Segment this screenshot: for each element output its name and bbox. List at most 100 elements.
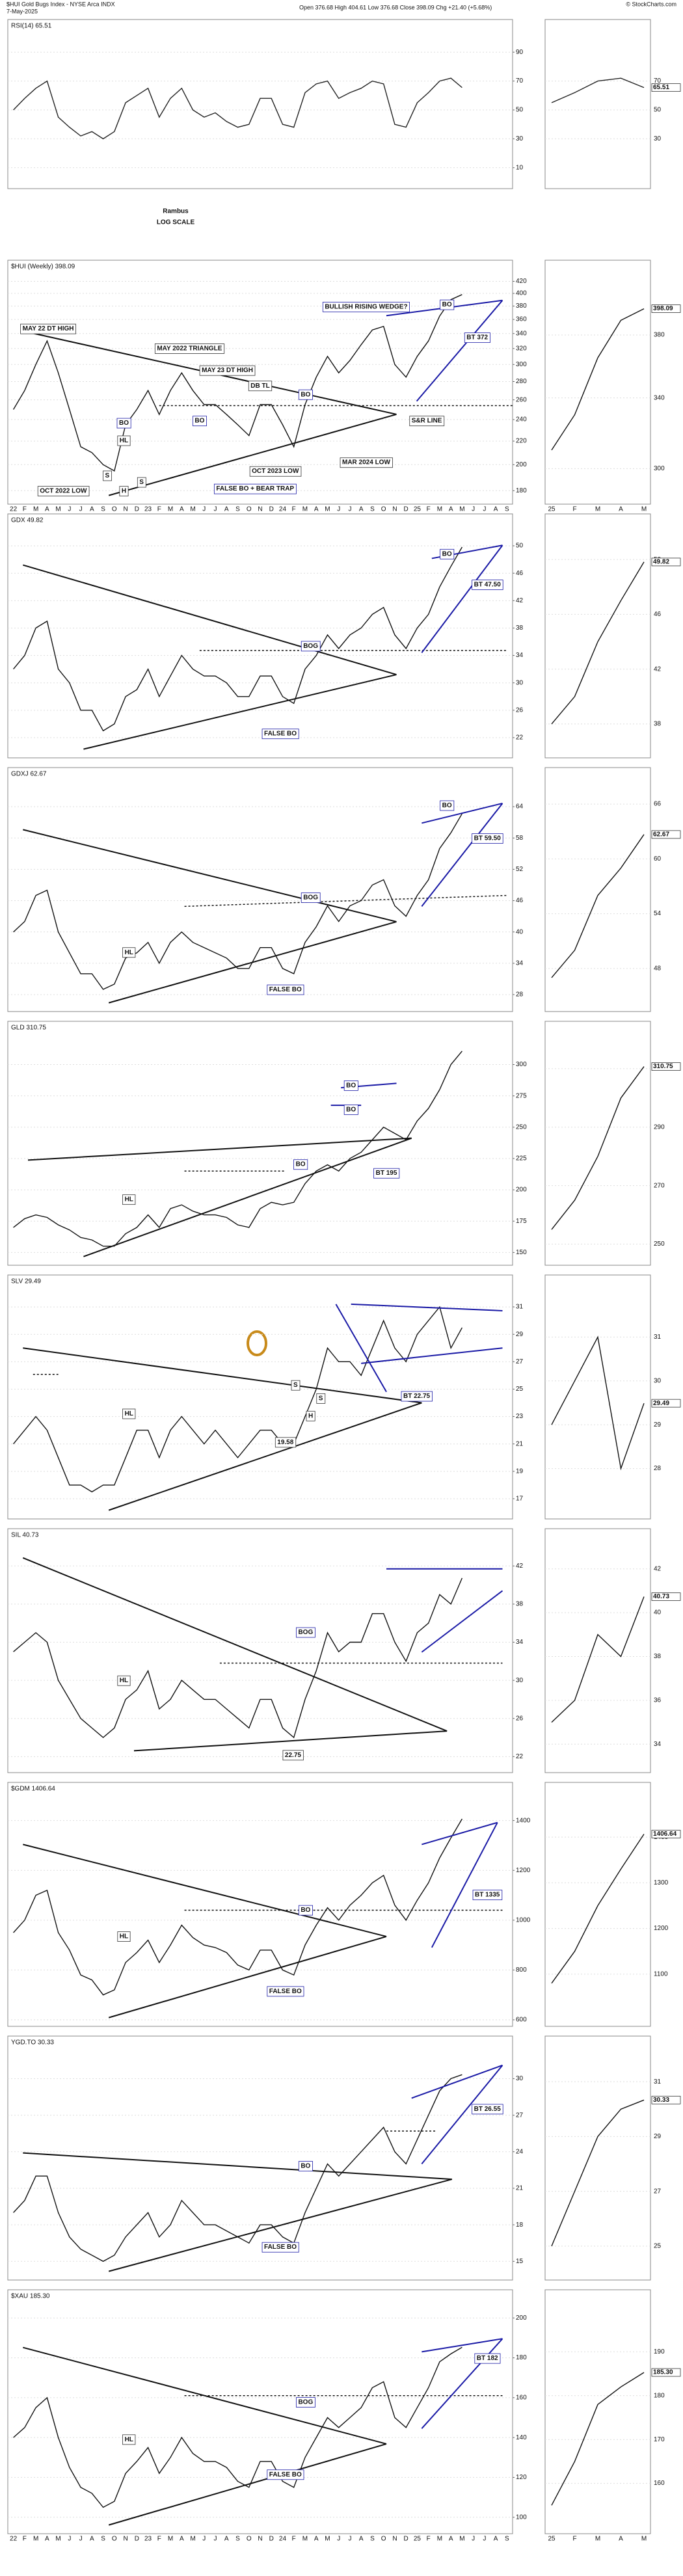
x-tick-label: N xyxy=(392,2536,397,2543)
annotation-box xyxy=(249,466,302,477)
x-tick-label: A xyxy=(449,506,453,513)
x-tick-label: A xyxy=(494,506,498,513)
y-tick-label: 60 xyxy=(654,855,662,863)
x-tick-label: J xyxy=(472,2536,475,2543)
panel-title: YGD.TO 30.33 xyxy=(11,2039,54,2046)
x-tick-label: A xyxy=(180,506,184,513)
detail-line xyxy=(551,308,645,451)
x-tick-label: A xyxy=(45,506,49,513)
x-tick-label: S xyxy=(505,2536,509,2543)
x-tick-label: N xyxy=(258,2536,262,2543)
y-tick-label: 38 xyxy=(654,1653,662,1660)
x-tick-label: A xyxy=(314,2536,319,2543)
x-tick-label: F xyxy=(572,506,576,513)
y-tick-label: 52 xyxy=(516,866,524,873)
y-tick-label: 22 xyxy=(516,1753,524,1760)
annotation-box xyxy=(343,1080,358,1091)
y-tick-label: 30 xyxy=(516,2075,524,2082)
x-tick-label: S xyxy=(101,506,105,513)
x-tick-label: 23 xyxy=(144,506,152,513)
x-tick-label: A xyxy=(449,2536,453,2543)
y-tick-label: 50 xyxy=(516,107,524,114)
y-tick-label: 290 xyxy=(654,1123,665,1131)
annotation: HL xyxy=(125,1196,133,1203)
panel-frame xyxy=(7,1528,513,1773)
last-value-label: 398.09 xyxy=(653,305,673,312)
x-tick-label: D xyxy=(135,506,139,513)
y-tick-label: 70 xyxy=(516,77,524,85)
last-value-label: 310.75 xyxy=(653,1063,673,1070)
annotation: FALSE BO xyxy=(269,986,302,993)
y-tick-label: 90 xyxy=(516,49,524,56)
panel-frame xyxy=(7,260,513,505)
y-tick-label: 275 xyxy=(516,1092,527,1099)
panel-frame xyxy=(7,767,513,1012)
x-tick-label: O xyxy=(381,506,386,513)
annotation: H xyxy=(308,1412,313,1419)
detail-line xyxy=(551,834,645,978)
x-tick-label: F xyxy=(292,2536,296,2543)
quote: Open 376.68 High 404.61 Low 376.68 Close… xyxy=(299,4,492,10)
x-tick-label: S xyxy=(370,506,375,513)
panel-title: SIL 40.73 xyxy=(11,1532,39,1539)
x-tick-label: 22 xyxy=(10,2536,18,2543)
symbol-name: $HUI Gold Bugs Index - NYSE Arca INDX xyxy=(7,1,115,7)
y-tick-label: 1200 xyxy=(654,1925,669,1932)
panel-frame xyxy=(7,1021,513,1266)
x-tick-label: S xyxy=(370,2536,375,2543)
annotation-box xyxy=(117,1931,131,1942)
panel-title: $HUI (Weekly) 398.09 xyxy=(11,263,75,271)
price-line xyxy=(13,1818,463,1996)
x-tick-label: J xyxy=(348,2536,351,2543)
y-tick-label: 31 xyxy=(516,1304,524,1311)
x-tick-label: S xyxy=(101,2536,105,2543)
annotation: HL xyxy=(120,1933,128,1940)
last-value-box xyxy=(651,2368,681,2377)
annotation: BT 22.75 xyxy=(403,1393,431,1400)
x-tick-label: M xyxy=(168,506,173,513)
y-tick-label: 27 xyxy=(654,2188,662,2195)
annotation-box xyxy=(464,332,490,343)
annotation-box xyxy=(472,2104,503,2115)
annotation: BO xyxy=(301,391,310,398)
trendline xyxy=(422,1821,498,1845)
annotation: BO xyxy=(119,420,129,427)
x-tick-label: 25 xyxy=(414,506,422,513)
y-tick-label: 180 xyxy=(654,2392,665,2399)
annotation: S xyxy=(293,1382,298,1389)
y-tick-label: 26 xyxy=(516,1715,524,1722)
y-tick-label: 34 xyxy=(516,1639,524,1646)
annotation-box xyxy=(301,892,321,903)
y-tick-label: 46 xyxy=(516,897,524,904)
y-tick-label: 170 xyxy=(654,2436,665,2443)
x-tick-label: O xyxy=(381,2536,386,2543)
annotation-box xyxy=(340,457,393,468)
y-tick-label: 21 xyxy=(516,2185,524,2192)
x-tick-label: F xyxy=(292,506,296,513)
y-tick-label: 48 xyxy=(654,965,662,972)
y-tick-label: 28 xyxy=(654,1465,662,1472)
chart-date: 7-May-2025 xyxy=(7,8,38,14)
detail-frame xyxy=(544,2035,651,2281)
last-value-label: 1406.64 xyxy=(653,1831,677,1838)
x-tick-label: S xyxy=(505,506,509,513)
annotation: FALSE BO xyxy=(264,2244,297,2251)
trendline xyxy=(133,1730,448,1752)
trendline xyxy=(108,413,397,496)
y-tick-label: 29 xyxy=(654,1421,662,1429)
annotation-box xyxy=(103,470,112,481)
annotation-box xyxy=(213,483,297,494)
panel-frame xyxy=(7,2289,513,2534)
x-tick-label: M xyxy=(459,2536,464,2543)
x-tick-label: M xyxy=(190,2536,195,2543)
y-tick-label: 30 xyxy=(654,1377,662,1384)
panel-title: GDX 49.82 xyxy=(11,517,44,524)
panel-title: GDXJ 62.67 xyxy=(11,771,47,778)
y-tick-label: 1200 xyxy=(516,1867,531,1874)
x-tick-label: A xyxy=(90,506,94,513)
y-tick-label: 26 xyxy=(516,706,524,714)
y-tick-label: 200 xyxy=(516,461,527,468)
x-tick-label: A xyxy=(224,506,229,513)
y-tick-label: 300 xyxy=(516,1061,527,1068)
